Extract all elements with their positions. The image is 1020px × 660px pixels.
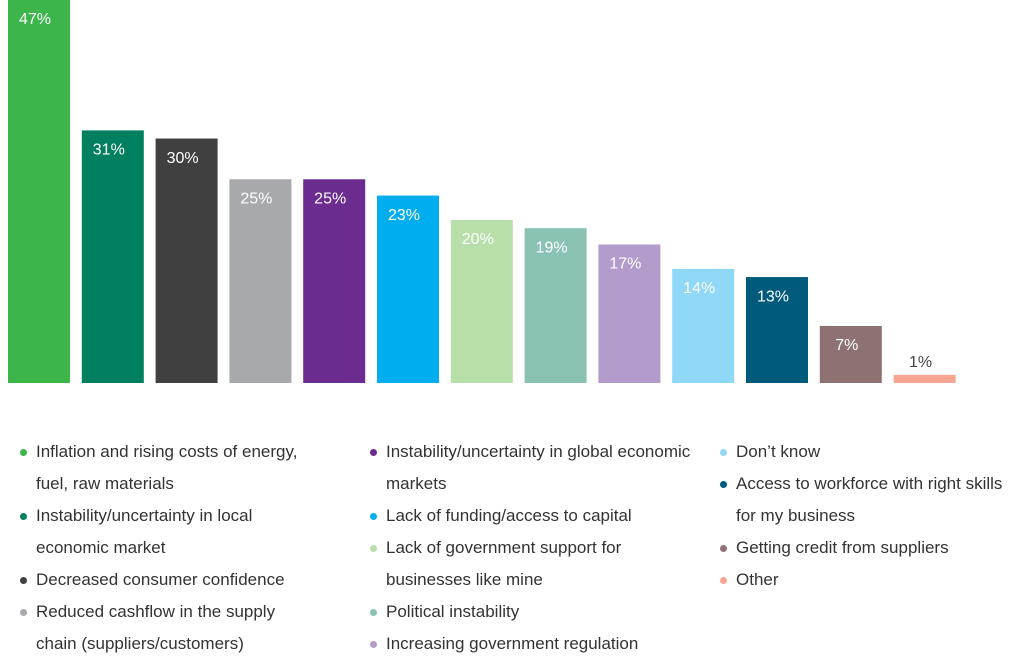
value-label: 13%	[757, 288, 789, 305]
legend-marker	[720, 577, 727, 584]
legend-label: Instability/uncertainty in global econom…	[386, 442, 691, 493]
bar	[746, 277, 808, 383]
bar	[81, 130, 144, 383]
legend-marker	[370, 449, 377, 456]
legend-marker	[370, 513, 377, 520]
legend-item: Lack of funding/access to capital	[362, 500, 702, 532]
value-label: 14%	[683, 280, 715, 297]
legend-label: Other	[736, 570, 779, 589]
bar	[450, 220, 513, 383]
value-label: 31%	[93, 142, 125, 159]
bar	[377, 195, 439, 383]
bar	[524, 228, 587, 383]
legend-label: Don’t know	[736, 442, 821, 461]
legend-item: Don’t know	[712, 436, 1012, 468]
bar	[303, 179, 366, 383]
legend-marker	[720, 545, 727, 552]
legend-item: Instability/uncertainty in global econom…	[362, 436, 702, 500]
legend-item: Instability/uncertainty in local economi…	[12, 500, 312, 564]
chart: 47% 31% 30% 25% 25% 23% 20% 19% 17% 14% 13% 7% 1%	[8, 0, 956, 383]
legend-item: Decreased consumer confidence	[12, 564, 312, 596]
legend-marker	[20, 513, 27, 520]
value-label: 25%	[240, 190, 272, 207]
legend-marker	[370, 609, 377, 616]
legend-item: Access to workforce with right skills fo…	[712, 468, 1012, 532]
legend-item: Political instability	[362, 596, 702, 628]
legend-item: Lack of government support for businesse…	[362, 532, 702, 596]
legend-label: Lack of funding/access to capital	[386, 506, 632, 525]
bar	[598, 244, 661, 383]
legend-marker	[720, 449, 727, 456]
value-label: 20%	[462, 231, 494, 248]
bar	[819, 325, 882, 383]
legend-item: Reduced cashflow in the supply chain (su…	[12, 596, 312, 660]
bar	[672, 268, 735, 383]
legend-item: Increasing government regulation	[362, 628, 702, 660]
value-label: 17%	[609, 256, 641, 273]
bar	[893, 374, 956, 383]
legend-marker	[370, 545, 377, 552]
legend-marker	[20, 609, 27, 616]
value-label: 19%	[536, 239, 568, 256]
legend-label: Political instability	[386, 602, 520, 621]
legend-column: Don’t know Access to workforce with right…	[712, 436, 1012, 596]
legend-label: Inflation and rising costs of energy, fu…	[36, 442, 298, 493]
value-label: 1%	[909, 354, 932, 371]
legend-marker	[20, 449, 27, 456]
legend-label: Increasing government regulation	[386, 634, 639, 653]
legend-label: Decreased consumer confidence	[36, 570, 285, 589]
legend-marker	[720, 481, 727, 488]
value-label: 25%	[314, 190, 346, 207]
legend-label: Instability/uncertainty in local economi…	[36, 506, 253, 557]
legend-label: Lack of government support for businesse…	[386, 538, 622, 589]
legend-column: Inflation and rising costs of energy, fu…	[12, 436, 312, 660]
value-label: 7%	[835, 337, 858, 354]
value-label: 47%	[19, 11, 51, 28]
legend-label: Getting credit from suppliers	[736, 538, 949, 557]
legend-label: Reduced cashflow in the supply chain (su…	[36, 602, 276, 653]
legend-item: Getting credit from suppliers	[712, 532, 1012, 564]
legend-marker	[20, 577, 27, 584]
legend-item: Inflation and rising costs of energy, fu…	[12, 436, 312, 500]
legend-column: Instability/uncertainty in global econom…	[362, 436, 702, 660]
legend-label: Access to workforce with right skills fo…	[736, 474, 1003, 525]
bar	[155, 138, 218, 383]
legend-item: Other	[712, 564, 1012, 596]
value-label: 23%	[388, 207, 420, 224]
legend-marker	[370, 641, 377, 648]
bar	[229, 179, 292, 383]
bar	[8, 0, 70, 383]
value-label: 30%	[167, 150, 199, 167]
